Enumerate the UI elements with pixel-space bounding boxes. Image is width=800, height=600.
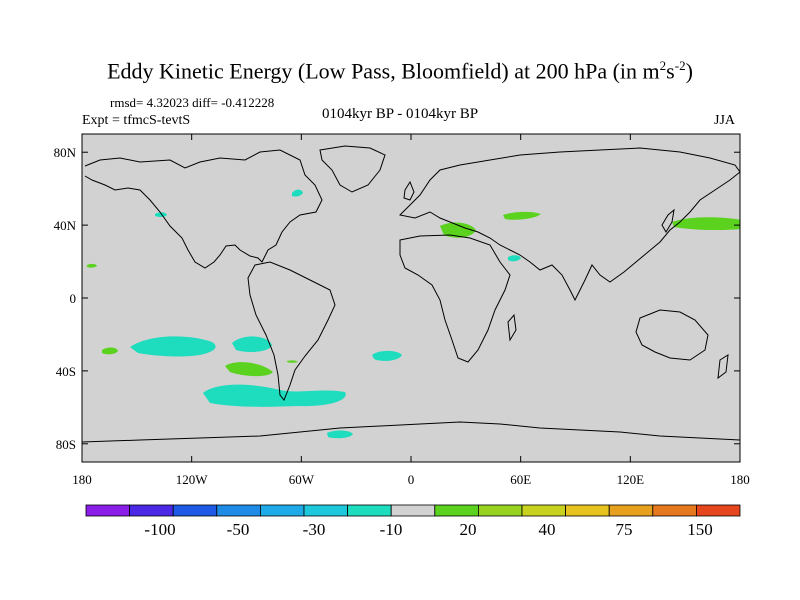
lon-tick-label: 180 [730,472,750,487]
coastline-africa [399,234,511,363]
lon-tick-label: 0 [408,472,415,487]
colorbar-label: 150 [687,520,713,539]
colorbar-swatch [172,504,218,517]
anomaly-region [508,255,521,262]
lat-tick-label: 80S [56,437,76,452]
anomaly-region [672,217,740,231]
lat-tick-label: 80N [54,145,77,160]
colorbar-label: 75 [616,520,633,539]
anomaly-region [440,222,476,238]
season-text: JJA [714,113,736,128]
colorbar-label: -30 [303,520,326,539]
colorbar-swatch [521,504,566,517]
anomaly-region [155,212,167,217]
map-title: Eddy Kinetic Energy (Low Pass, Bloomfiel… [0,58,800,84]
title-sup-1: 2 [659,58,667,73]
colorbar-label: -50 [227,520,250,539]
colorbar-label: -10 [380,520,403,539]
stats-text: rmsd= 4.32023 diff= -0.412228 [110,95,275,110]
colorbar: -100 -50 -30 -10 20 40 75 150 [85,504,741,539]
title-sup-2: -2 [674,58,686,73]
colorbar-label: -100 [144,520,175,539]
colorbar-swatch [477,504,523,517]
lon-tick-label: 60W [289,472,315,487]
title-mid: s [666,58,675,84]
coastlines [82,145,740,443]
expt-text: Expt = tfmcS-tevtS [82,113,191,128]
anomaly-region [287,360,298,363]
anomaly-region [292,189,303,197]
coastline-eurasia [398,147,740,302]
colorbar-label: 40 [539,520,556,539]
lat-tick-label: 40N [54,218,77,233]
colorbar-swatch [652,504,697,517]
coastline-new-zealand [717,354,729,380]
colorbar-swatch [129,504,174,517]
anomaly-region [203,384,346,407]
colorbar-swatch [696,504,741,517]
axis-ticks [81,134,741,462]
coastline-antarctica [82,421,740,443]
colorbar-swatch [347,504,392,517]
colorbar-swatch [608,504,654,517]
axis-tick-labels: 80N 40N 0 40S 80S 180 120W 60W 0 60E 120E 180 [54,145,750,487]
anomaly-region [130,336,216,357]
anomaly-region [327,430,353,439]
colorbar-swatch [303,504,348,517]
coastline-greenland [319,145,386,193]
colorbar-label: 20 [460,520,477,539]
colorbar-swatch [390,504,436,517]
coastline-australia [635,309,709,361]
anomaly-region [232,336,272,353]
title-end: ) [685,58,693,84]
coastline-madagascar [507,313,517,342]
title-main: Eddy Kinetic Energy (Low Pass, Bloomfiel… [107,58,660,84]
anomaly-region [225,362,273,377]
colorbar-swatch [565,504,610,517]
lon-tick-label: 180 [72,472,92,487]
lat-tick-label: 0 [70,291,77,306]
anomaly-region [372,350,402,361]
coastline-south-america [247,261,336,401]
anomaly-fills [87,189,740,439]
period-text: 0104kyr BP - 0104kyr BP [322,106,479,122]
lon-tick-label: 60E [510,472,531,487]
lon-tick-label: 120W [176,472,209,487]
colorbar-swatch [259,504,305,517]
colorbar-swatch [434,504,479,517]
anomaly-region [503,211,541,220]
coastline-britain [403,180,415,201]
anomaly-region [102,347,118,355]
coastline-japan [661,208,675,233]
coastline-north-america [84,149,323,269]
anomaly-region [87,263,97,268]
lat-tick-label: 40S [56,364,76,379]
colorbar-swatch [85,504,130,517]
colorbar-swatch [216,504,261,517]
map-background [82,134,740,462]
lon-tick-label: 120E [617,472,645,487]
